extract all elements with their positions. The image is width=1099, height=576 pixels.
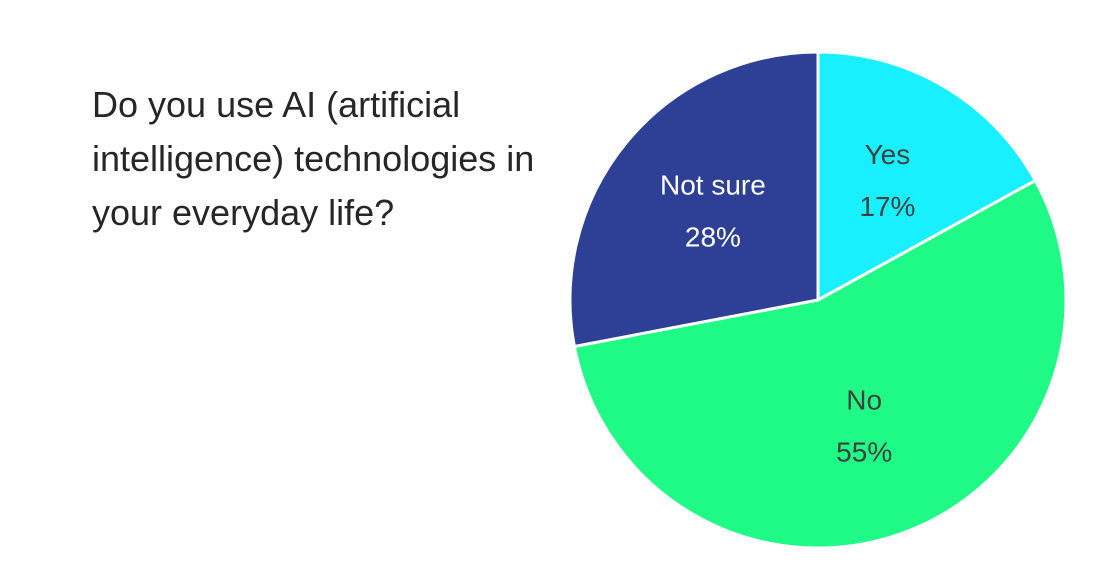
pie-slice — [816, 50, 1038, 303]
slice-label: No — [846, 385, 882, 416]
value-label: 17% — [859, 191, 915, 222]
slice-label: Not sure — [660, 169, 766, 200]
slice-label: Yes — [865, 139, 911, 170]
pie-slice — [568, 50, 820, 349]
value-label: 55% — [836, 437, 892, 468]
value-label: 28% — [685, 221, 741, 252]
pie-slice — [572, 178, 1068, 550]
chart-title: Do you use AI (artificial intelligence) … — [92, 84, 535, 233]
